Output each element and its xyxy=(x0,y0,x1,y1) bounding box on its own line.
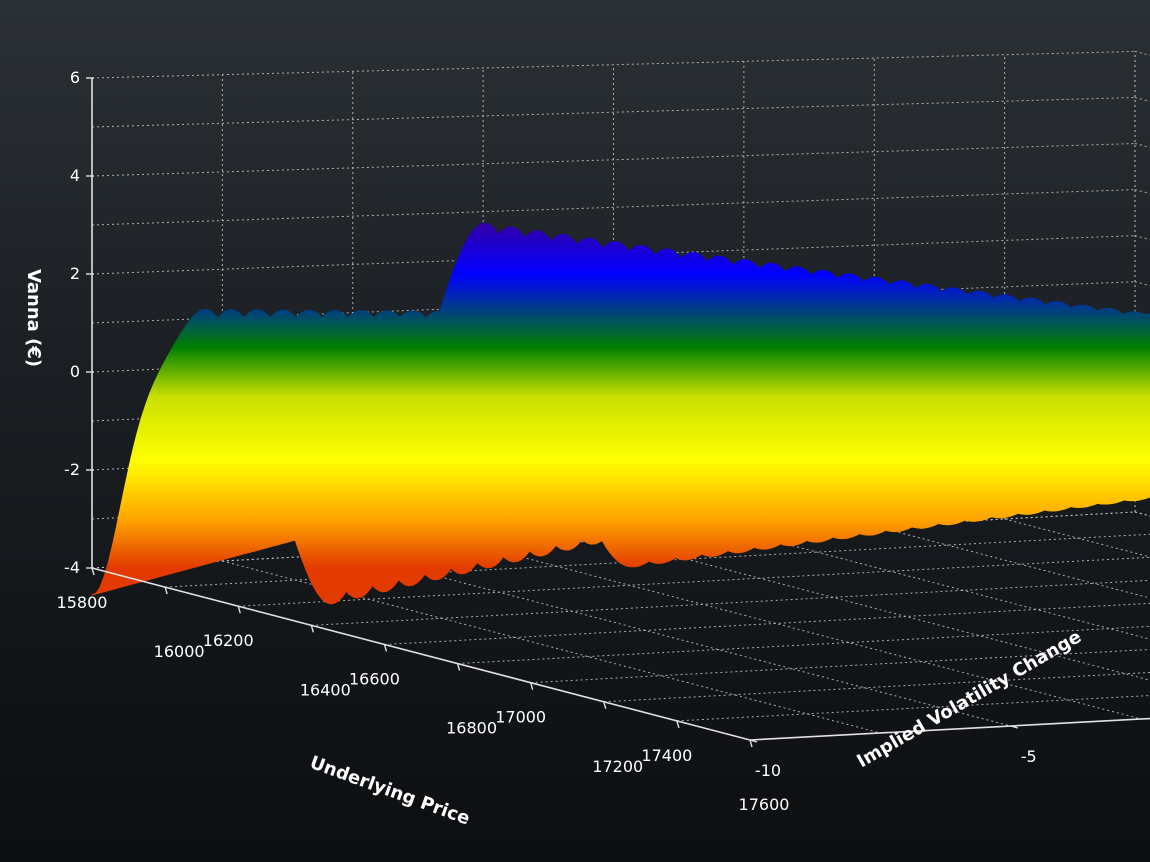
y-tick-label: -10 xyxy=(755,761,781,780)
side-wall-grid-line xyxy=(1134,511,1150,517)
floor-grid-line xyxy=(165,533,1150,588)
y-axis-line xyxy=(749,717,1150,741)
floor-grid-line xyxy=(384,602,1150,645)
side-wall-grid-line xyxy=(1134,96,1150,102)
x-tick-label: 17000 xyxy=(495,708,546,727)
x-tick-mark xyxy=(383,644,388,652)
z-tick-label: 0 xyxy=(70,362,80,381)
side-wall-grid-line xyxy=(1134,143,1150,148)
floor-grid-line xyxy=(352,553,1011,727)
x-tick-mark xyxy=(164,586,168,595)
surface-strip xyxy=(91,222,777,605)
back-wall-grid-line xyxy=(91,96,1136,128)
axis-layer: -4-2024615800160001620016400166001680017… xyxy=(57,68,1150,814)
y-tick-label: -5 xyxy=(1021,747,1037,766)
x-tick-mark xyxy=(603,701,607,709)
z-tick-label: 2 xyxy=(70,264,80,283)
x-tick-label: 15800 xyxy=(57,593,108,612)
floor-grid-line xyxy=(743,532,1150,640)
floor-grid-line xyxy=(613,539,1150,681)
x-tick-mark xyxy=(676,720,680,729)
back-wall-grid-line xyxy=(91,50,1136,79)
z-tick-label: -2 xyxy=(64,460,80,479)
x-axis-line xyxy=(91,567,751,741)
x-tick-mark xyxy=(310,625,315,633)
surface-layer xyxy=(91,222,1150,605)
x-tick-label: 16000 xyxy=(154,642,205,661)
y-tick-mark xyxy=(749,739,758,743)
floor-grid-line xyxy=(482,546,1142,720)
floor-grid-line xyxy=(676,694,1150,722)
x-tick-label: 16200 xyxy=(203,631,254,650)
floor-grid-line xyxy=(238,556,1150,607)
x-tick-mark xyxy=(749,739,753,748)
x-tick-mark xyxy=(456,663,461,671)
x-tick-label: 16600 xyxy=(349,669,400,688)
back-wall-grid-line xyxy=(91,143,1136,177)
y-tick-mark xyxy=(1010,725,1018,729)
x-tick-label: 17600 xyxy=(739,795,790,814)
z-tick-label: 4 xyxy=(70,166,80,185)
y-axis-title: Implied Volatility Change xyxy=(853,626,1085,772)
floor-grid-line xyxy=(1134,511,1150,517)
side-wall-grid-line xyxy=(1134,50,1150,56)
floor-grid-line xyxy=(222,560,881,734)
z-tick-label: -4 xyxy=(64,558,80,577)
x-tick-label: 17200 xyxy=(592,757,643,776)
x-tick-label: 17400 xyxy=(641,746,692,765)
z-axis-title: Vanna (€) xyxy=(23,269,44,367)
z-tick-label: 6 xyxy=(70,68,80,87)
x-axis-title: Underlying Price xyxy=(307,752,473,829)
x-tick-mark xyxy=(237,606,241,614)
x-tick-label: 16400 xyxy=(300,680,351,699)
x-tick-label: 16800 xyxy=(446,719,497,738)
x-tick-mark xyxy=(91,567,95,576)
x-tick-mark xyxy=(529,682,534,690)
back-wall-grid-line xyxy=(91,189,1136,226)
